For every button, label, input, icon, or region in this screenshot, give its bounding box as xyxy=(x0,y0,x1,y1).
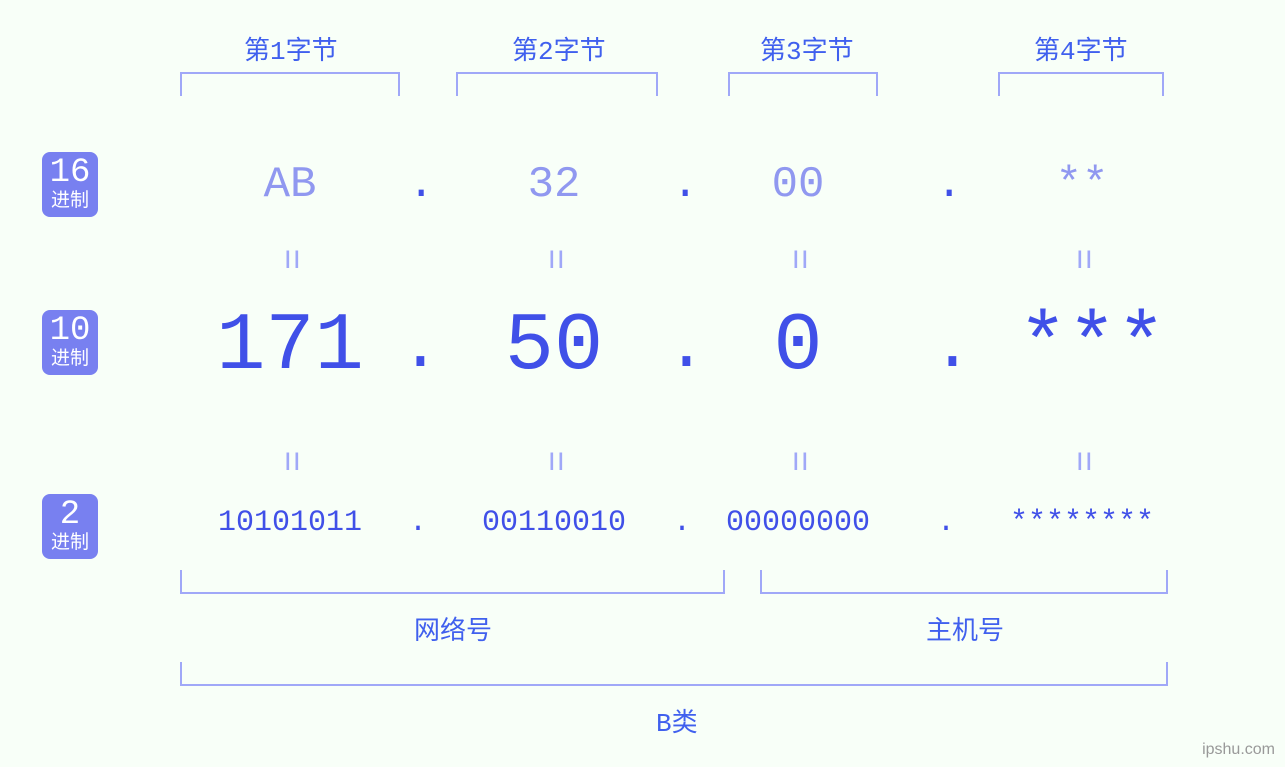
dec-byte-4: *** xyxy=(977,300,1207,393)
badge-hex: 16 进制 xyxy=(42,152,98,217)
bracket-host xyxy=(760,570,1168,594)
bracket-byte-3 xyxy=(728,72,878,96)
bracket-byte-2 xyxy=(456,72,658,96)
eq-hex-dec-4: = xyxy=(1062,249,1103,269)
bin-byte-4: ******** xyxy=(957,506,1207,540)
badge-dec: 10 进制 xyxy=(42,310,98,375)
eq-hex-dec-3: = xyxy=(778,249,819,269)
badge-hex-num: 16 xyxy=(50,156,91,190)
dec-byte-1: 171 xyxy=(175,300,405,393)
hex-byte-2: 32 xyxy=(439,160,669,210)
dec-byte-2: 50 xyxy=(439,300,669,393)
bin-dot-1: . xyxy=(408,506,428,540)
badge-dec-num: 10 xyxy=(50,314,91,348)
bracket-class xyxy=(180,662,1168,686)
byte-header-2: 第2字节 xyxy=(512,30,606,67)
watermark: ipshu.com xyxy=(1202,741,1275,759)
label-class: B类 xyxy=(656,702,698,739)
bin-dot-3: . xyxy=(936,506,956,540)
eq-dec-bin-1: = xyxy=(270,451,311,471)
badge-hex-sub: 进制 xyxy=(51,192,89,211)
byte-header-3: 第3字节 xyxy=(760,30,854,67)
badge-bin: 2 进制 xyxy=(42,494,98,559)
byte-header-1: 第1字节 xyxy=(244,30,338,67)
eq-dec-bin-4: = xyxy=(1062,451,1103,471)
bin-byte-3: 00000000 xyxy=(673,506,923,540)
hex-byte-1: AB xyxy=(175,160,405,210)
eq-dec-bin-3: = xyxy=(778,451,819,471)
byte-header-4: 第4字节 xyxy=(1034,30,1128,67)
eq-hex-dec-1: = xyxy=(270,249,311,269)
label-network: 网络号 xyxy=(414,610,492,647)
dec-byte-3: 0 xyxy=(683,300,913,393)
bracket-byte-4 xyxy=(998,72,1164,96)
bracket-byte-1 xyxy=(180,72,400,96)
hex-dot-2: . xyxy=(672,160,692,210)
hex-dot-3: . xyxy=(936,160,956,210)
label-host: 主机号 xyxy=(926,610,1004,647)
eq-hex-dec-2: = xyxy=(534,249,575,269)
hex-byte-3: 00 xyxy=(683,160,913,210)
bin-dot-2: . xyxy=(672,506,692,540)
eq-dec-bin-2: = xyxy=(534,451,575,471)
badge-bin-num: 2 xyxy=(60,498,80,532)
badge-dec-sub: 进制 xyxy=(51,350,89,369)
badge-bin-sub: 进制 xyxy=(51,534,89,553)
dec-dot-1: . xyxy=(400,310,430,387)
hex-dot-1: . xyxy=(408,160,428,210)
dec-dot-3: . xyxy=(932,310,962,387)
bin-byte-2: 00110010 xyxy=(429,506,679,540)
ip-address-diagram: 第1字节 第2字节 第3字节 第4字节 16 进制 10 进制 2 进制 AB … xyxy=(0,0,1285,767)
dec-dot-2: . xyxy=(666,310,696,387)
bracket-network xyxy=(180,570,725,594)
bin-byte-1: 10101011 xyxy=(165,506,415,540)
hex-byte-4: ** xyxy=(967,160,1197,210)
